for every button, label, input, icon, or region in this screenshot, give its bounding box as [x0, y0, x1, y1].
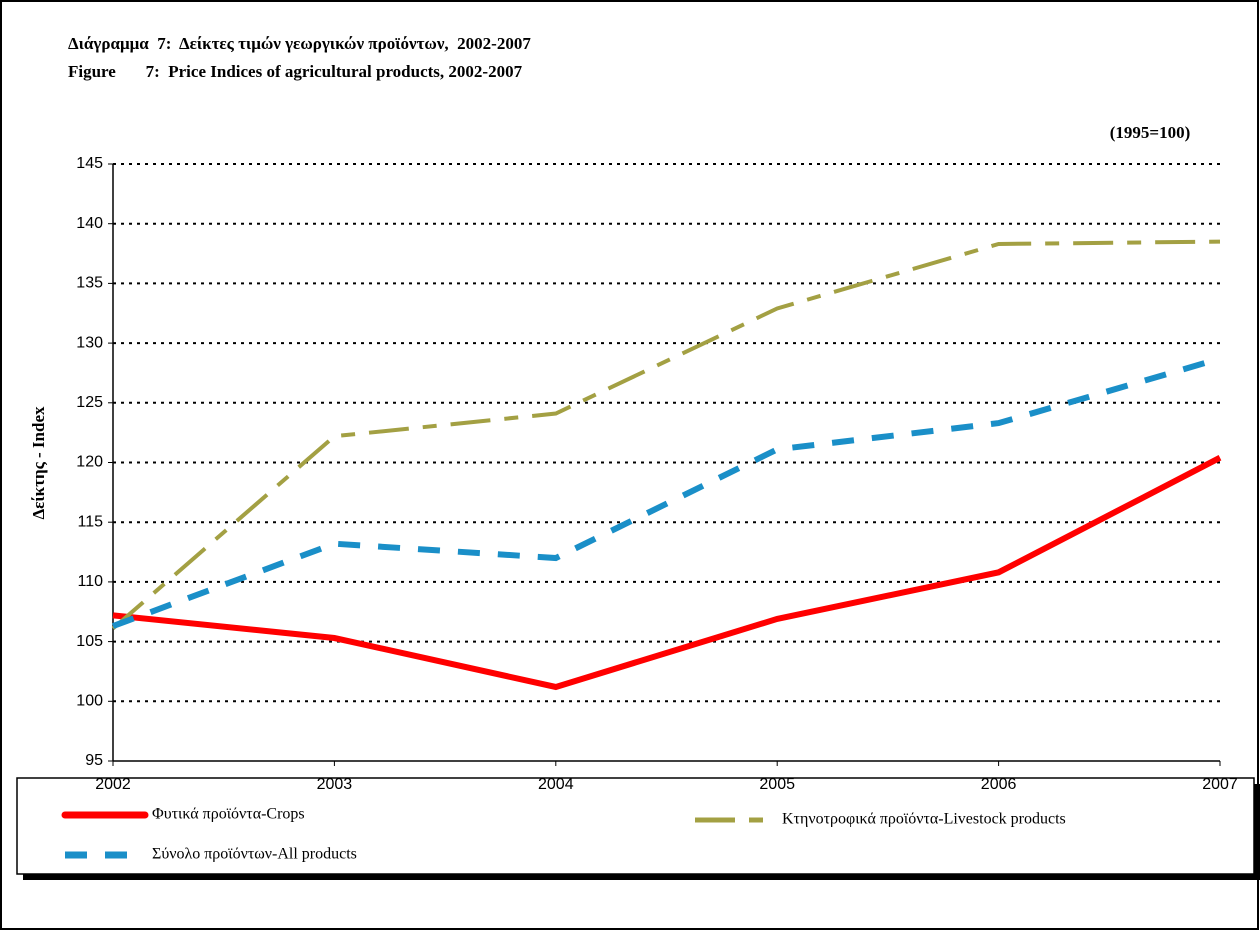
y-tick-label: 140	[76, 215, 103, 232]
line	[111, 239, 1221, 630]
y-tick-label: 135	[76, 275, 103, 292]
legend-label: Σύνολο προϊόντων-All products	[152, 846, 357, 863]
y-tick-label: 105	[76, 633, 103, 650]
x-tick-label: 2003	[317, 776, 353, 793]
y-tick-label: 145	[76, 155, 103, 172]
legend-label: Φυτικά προϊόντα-Crops	[152, 806, 305, 823]
legend	[16, 777, 1255, 875]
y-tick-label: 115	[77, 513, 103, 530]
line	[111, 355, 1221, 629]
x-tick-label: 2007	[1202, 776, 1238, 793]
legend-label: Κτηνοτροφικά προϊόντα-Livestock products	[782, 811, 1066, 828]
x-tick-label: 2006	[981, 776, 1017, 793]
line	[112, 455, 1222, 691]
y-axis-label: Δείκτης - Index	[29, 406, 48, 520]
annotation: (1995=100)	[1110, 123, 1191, 142]
x-tick-label: 2002	[95, 776, 131, 793]
y-tick-label: 125	[76, 394, 103, 411]
x-tick-label: 2004	[538, 776, 574, 793]
y-tick-label: 120	[76, 454, 103, 471]
y-tick-label: 130	[76, 334, 103, 351]
chart-title: Διάγραμμα 7: Δείκτες τιμών γεωργικών προ…	[68, 34, 531, 53]
y-tick-label: 110	[77, 573, 103, 590]
chart-subtitle: Figure 7: Price Indices of agricultural …	[68, 62, 523, 81]
y-tick-label: 95	[85, 752, 103, 769]
y-tick-label: 100	[76, 693, 103, 710]
x-tick-label: 2005	[759, 776, 795, 793]
